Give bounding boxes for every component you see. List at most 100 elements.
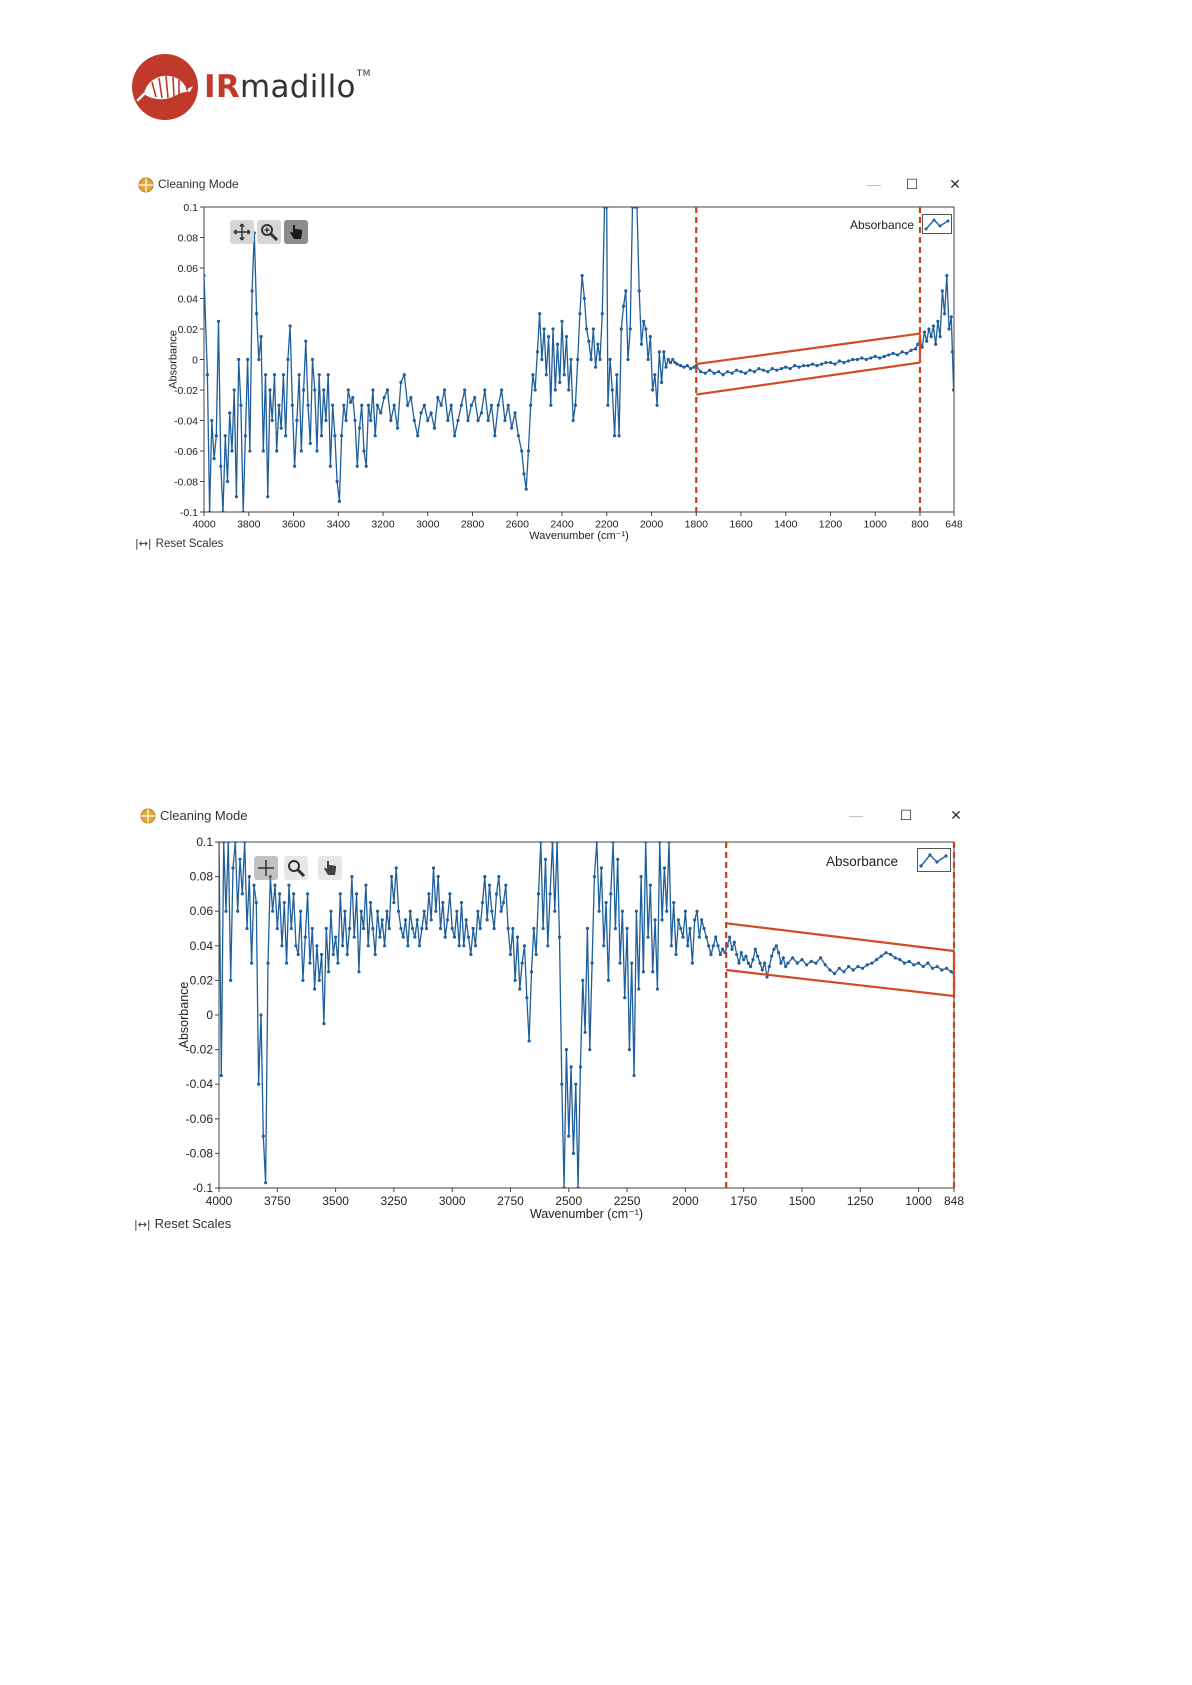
y-tick-label: 0.02: [178, 324, 199, 336]
data-point: [693, 918, 697, 922]
close-button[interactable]: ✕: [950, 807, 962, 823]
y-tick-label: 0.02: [190, 973, 214, 987]
data-point: [336, 961, 340, 965]
cleaning-mode-window-1: Cleaning Mode — ☐ ✕ -0.1 -0.08 -0.06 -0.04-…: [132, 170, 974, 555]
data-point: [308, 441, 312, 445]
data-point: [637, 987, 641, 991]
legend-label: Absorbance: [826, 854, 899, 869]
data-point: [459, 403, 463, 407]
pan-tool-button[interactable]: [254, 856, 278, 880]
data-point: [522, 944, 527, 948]
data-point: [231, 866, 235, 870]
data-point: [949, 315, 953, 319]
data-point: [619, 327, 623, 331]
y-tick-label: 0.08: [190, 870, 214, 884]
data-point: [379, 411, 383, 415]
x-tick-label: 800: [911, 519, 929, 531]
x-tick-label: 4000: [206, 1194, 233, 1208]
data-point: [275, 449, 279, 453]
zoom-tool-button[interactable]: [284, 856, 308, 880]
zoom-tool-button[interactable]: [257, 220, 281, 244]
data-point: [668, 360, 673, 365]
data-point: [415, 918, 419, 922]
app-icon: [140, 808, 156, 824]
data-point: [704, 935, 708, 939]
reset-scales-button[interactable]: |↔| Reset Scales: [134, 1216, 231, 1231]
data-point: [304, 339, 308, 343]
data-point: [744, 954, 748, 958]
data-point: [261, 449, 265, 453]
close-button[interactable]: ✕: [949, 176, 961, 192]
data-point: [527, 1039, 531, 1043]
data-point: [734, 368, 739, 372]
data-point: [493, 434, 497, 438]
absorbance-chart[interactable]: -0.1 -0.08 -0.06 -0.04 -0.02 0 0.02 0.04 0.06 0.0…: [132, 170, 974, 555]
data-point: [860, 966, 865, 970]
minimize-button[interactable]: —: [867, 176, 881, 192]
data-point: [216, 319, 221, 323]
data-point: [344, 418, 348, 423]
data-point: [310, 357, 315, 362]
data-point: [508, 952, 513, 957]
data-point: [240, 892, 244, 896]
data-point: [639, 875, 643, 879]
data-point: [938, 335, 942, 339]
maximize-button[interactable]: ☐: [899, 807, 913, 823]
data-point: [678, 364, 683, 368]
data-point: [930, 966, 935, 970]
data-point: [576, 357, 580, 362]
pan-tool-button[interactable]: [230, 220, 254, 244]
data-point: [516, 434, 520, 438]
data-point: [243, 434, 247, 438]
x-tick-label: 1200: [819, 519, 843, 531]
data-point: [382, 944, 387, 948]
data-point: [763, 961, 767, 965]
data-point: [301, 978, 305, 982]
maximize-button[interactable]: ☐: [905, 176, 919, 192]
data-point: [887, 353, 891, 357]
data-point: [646, 357, 650, 362]
x-tick-label: 3000: [416, 519, 440, 531]
data-point: [592, 875, 597, 879]
data-point: [378, 935, 382, 939]
data-point: [585, 327, 589, 331]
data-point: [557, 935, 562, 939]
data-point: [743, 371, 748, 375]
data-point: [641, 970, 645, 974]
data-point: [541, 926, 545, 931]
select-tool-button[interactable]: [318, 856, 342, 880]
reset-scales-button[interactable]: |↔| Reset Scales: [135, 537, 223, 550]
minimize-button[interactable]: —: [849, 807, 863, 823]
data-point: [931, 324, 936, 328]
data-point: [225, 479, 230, 484]
baseline-lower-line: [696, 361, 921, 396]
data-point: [553, 388, 557, 392]
data-point: [676, 918, 680, 922]
data-point: [486, 418, 490, 423]
data-point: [823, 963, 827, 967]
data-point: [869, 356, 873, 360]
data-point: [466, 935, 471, 939]
data-point: [223, 434, 227, 438]
data-point: [682, 365, 686, 369]
data-point: [576, 1186, 580, 1188]
data-point: [396, 909, 401, 913]
data-point: [426, 418, 430, 423]
data-point: [833, 362, 837, 366]
absorbance-chart[interactable]: -0.1 -0.08 -0.06 -0.04 -0.02 0 0.02 0.04 0.06 0.0…: [134, 800, 972, 1237]
data-point: [387, 926, 391, 931]
data-point: [833, 971, 837, 976]
reset-scales-label: Reset Scales: [155, 538, 224, 550]
data-point: [399, 380, 403, 384]
absorbance-line: [219, 842, 954, 1188]
data-point: [359, 909, 363, 913]
data-point: [539, 842, 543, 844]
data-point: [408, 909, 412, 913]
data-point: [669, 944, 673, 948]
data-point: [526, 449, 531, 453]
data-point: [549, 403, 553, 407]
select-tool-button[interactable]: [284, 220, 308, 244]
data-point: [506, 926, 510, 931]
data-point: [347, 926, 352, 931]
data-point: [366, 403, 371, 407]
